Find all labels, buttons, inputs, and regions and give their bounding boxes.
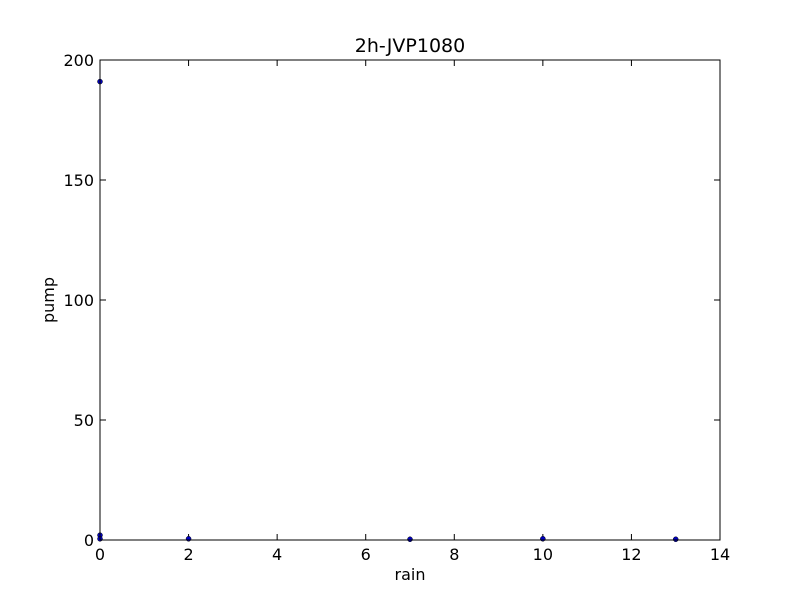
chart-title: 2h-JVP1080: [355, 35, 465, 57]
scatter-point: [672, 536, 679, 543]
y-tick-label: 0: [84, 531, 94, 550]
y-tick-label: 200: [63, 51, 94, 70]
scatter-point: [540, 536, 546, 542]
x-tick-label: 0: [95, 545, 105, 564]
x-tick-label: 12: [621, 545, 641, 564]
plot-frame: [99, 59, 721, 541]
y-tick-label: 50: [74, 411, 94, 430]
y-tick-label: 150: [63, 171, 94, 190]
x-tick-label: 8: [449, 545, 459, 564]
scatter-point: [185, 536, 192, 542]
x-axis-label: rain: [395, 565, 426, 584]
y-axis-label: pump: [39, 277, 58, 323]
x-tick-label: 4: [272, 545, 282, 564]
tick-labels: 0 2 4 6 8 10 12 14 0 50 100 150 200: [63, 51, 730, 564]
x-tick-label: 2: [183, 545, 193, 564]
scatter-point: [407, 536, 413, 543]
x-tick-label: 14: [710, 545, 730, 564]
y-tick-label: 100: [63, 291, 94, 310]
x-tick-label: 10: [533, 545, 553, 564]
x-tick-label: 6: [361, 545, 371, 564]
plot-area: [100, 60, 720, 540]
data-points: [97, 78, 679, 543]
